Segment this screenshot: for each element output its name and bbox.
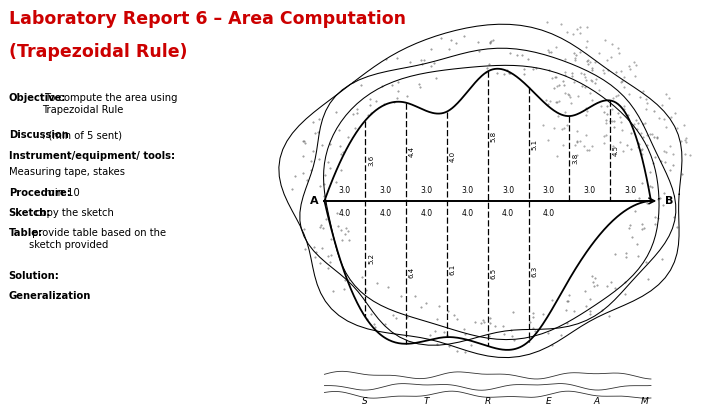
Text: 4.0: 4.0: [380, 209, 392, 218]
Text: 3.8: 3.8: [572, 153, 578, 164]
Text: 3.0: 3.0: [380, 186, 392, 195]
Text: 3.0: 3.0: [625, 186, 636, 195]
Text: E: E: [546, 397, 551, 406]
Text: 4.0: 4.0: [461, 209, 473, 218]
Text: 4.0: 4.0: [543, 209, 555, 218]
Text: 4.0: 4.0: [339, 209, 351, 218]
Text: 3.0: 3.0: [461, 186, 473, 195]
Text: 5.1: 5.1: [531, 138, 537, 150]
Text: 3.0: 3.0: [543, 186, 555, 195]
Text: : (min of 5 sent): : (min of 5 sent): [42, 130, 122, 140]
Text: 3.0: 3.0: [339, 186, 351, 195]
Text: 3.0: 3.0: [584, 186, 596, 195]
Text: S: S: [362, 397, 368, 406]
Text: 6.5: 6.5: [490, 268, 496, 279]
Text: min 10: min 10: [42, 188, 80, 198]
Text: provide table based on the
sketch provided: provide table based on the sketch provid…: [29, 228, 166, 249]
Text: M: M: [641, 397, 648, 406]
Text: :: :: [55, 291, 59, 301]
Text: 4.0: 4.0: [421, 209, 433, 218]
Text: Laboratory Report 6 – Area Computation: Laboratory Report 6 – Area Computation: [9, 10, 406, 28]
Text: 4.4: 4.4: [409, 146, 415, 157]
Text: 6.3: 6.3: [531, 266, 537, 277]
Text: A: A: [311, 196, 319, 206]
Text: 3.6: 3.6: [368, 155, 374, 166]
Text: (Trapezoidal Rule): (Trapezoidal Rule): [9, 43, 187, 62]
Text: Objective:: Objective:: [9, 93, 66, 103]
Text: A: A: [593, 397, 600, 406]
Text: 4.0: 4.0: [502, 209, 514, 218]
Text: 4.0: 4.0: [449, 151, 456, 162]
Text: Discussion: Discussion: [9, 130, 68, 140]
Text: Measuring tape, stakes: Measuring tape, stakes: [9, 167, 124, 177]
Text: copy the sketch: copy the sketch: [32, 208, 114, 218]
Text: 4.5: 4.5: [613, 145, 619, 156]
Text: Generalization: Generalization: [9, 291, 91, 301]
Text: 6.4: 6.4: [409, 267, 415, 278]
Text: 5.2: 5.2: [368, 254, 374, 264]
Text: Table:: Table:: [9, 228, 43, 238]
Text: 5.8: 5.8: [490, 131, 496, 142]
Text: To compute the area using
Trapezoidal Rule: To compute the area using Trapezoidal Ru…: [42, 93, 178, 114]
Text: 3.0: 3.0: [421, 186, 433, 195]
Text: 3.0: 3.0: [502, 186, 514, 195]
Text: T: T: [423, 397, 429, 406]
Text: Procedure:: Procedure:: [9, 188, 70, 198]
Text: Solution:: Solution:: [9, 271, 60, 280]
Text: Sketch:: Sketch:: [9, 208, 51, 218]
Text: Instrument/equipment/ tools:: Instrument/equipment/ tools:: [9, 151, 175, 161]
Text: R: R: [485, 397, 491, 406]
Text: 6.1: 6.1: [449, 263, 456, 275]
Text: B: B: [664, 196, 673, 206]
